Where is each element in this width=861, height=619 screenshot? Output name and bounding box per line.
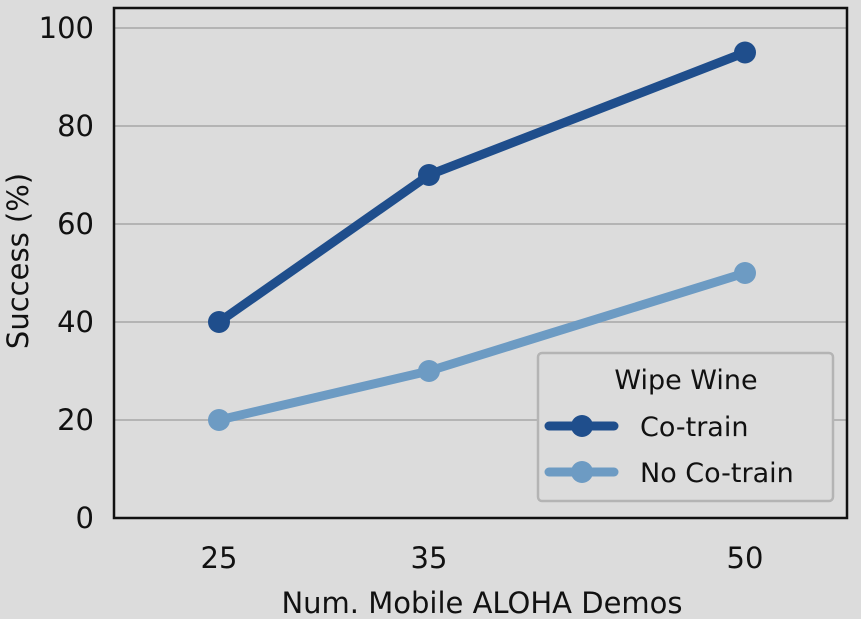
- tick-labels: 0 20 40 60 80 100 25 35 50: [39, 11, 764, 575]
- legend-label-no-co-train: No Co-train: [640, 458, 794, 489]
- data-point-no-co-train-25: [208, 409, 230, 431]
- x-tick-label-35: 35: [411, 541, 448, 575]
- series-no-co-train: [208, 262, 756, 431]
- legend-entry-co-train: Co-train: [544, 412, 748, 443]
- plot-frame: [112, 6, 849, 520]
- axes: [112, 6, 849, 520]
- y-tick-label-60: 60: [57, 207, 94, 241]
- series-lines: [208, 41, 756, 431]
- y-tick-label-40: 40: [57, 305, 94, 339]
- x-tick-label-50: 50: [727, 541, 764, 575]
- data-point-co-train-25: [208, 311, 230, 333]
- data-point-co-train-35: [418, 164, 440, 186]
- y-axis-label: Success (%): [1, 173, 35, 349]
- legend: Wipe Wine Co-train No Co-train: [536, 351, 835, 503]
- legend-box: [536, 351, 835, 503]
- data-point-co-train-50: [734, 41, 756, 64]
- legend-swatch-marker-co-train: [571, 415, 593, 437]
- legend-title: Wipe Wine: [614, 365, 757, 396]
- data-point-no-co-train-50: [734, 262, 756, 284]
- x-axis-label: Num. Mobile ALOHA Demos: [281, 586, 682, 619]
- y-tick-label-0: 0: [76, 501, 94, 535]
- data-point-no-co-train-35: [418, 360, 440, 382]
- y-tick-label-100: 100: [39, 11, 94, 45]
- y-tick-label-80: 80: [57, 109, 94, 143]
- x-tick-label-25: 25: [201, 541, 238, 575]
- series-co-train: [208, 41, 756, 333]
- legend-entry-no-co-train: No Co-train: [544, 458, 794, 489]
- y-tick-label-20: 20: [57, 403, 94, 437]
- legend-swatch-marker-no-co-train: [571, 461, 593, 483]
- legend-label-co-train: Co-train: [640, 412, 748, 443]
